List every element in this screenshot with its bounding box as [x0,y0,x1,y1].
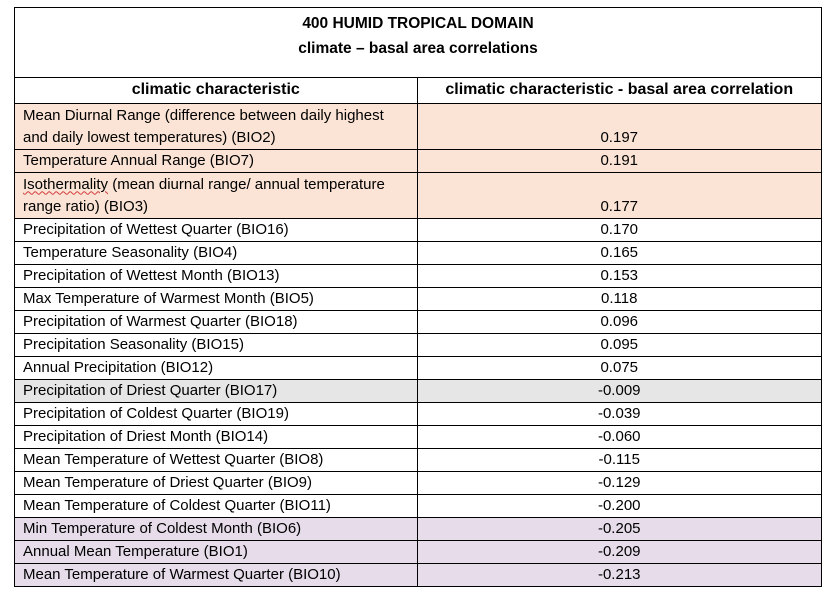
correlation-cell: -0.115 [416,447,821,472]
spellcheck-underlined-word: Isothermality [23,175,109,193]
characteristic-cell: Temperature Annual Range (BIO7) [15,148,418,173]
correlation-cell: -0.039 [416,401,821,426]
table-row: Precipitation Seasonality (BIO15) 0.095 [15,332,821,357]
table-row: Min Temperature of Coldest Month (BIO6) … [15,516,821,541]
characteristic-cell: Precipitation of Warmest Quarter (BIO18) [15,309,418,334]
characteristic-cell: Precipitation of Driest Quarter (BIO17) [15,378,418,403]
correlation-cell: -0.209 [416,539,821,564]
table-row: Mean Temperature of Coldest Quarter (BIO… [15,493,821,518]
characteristic-cell: Annual Precipitation (BIO12) [15,355,418,380]
correlation-cell: 0.153 [416,263,821,288]
table-row: Max Temperature of Warmest Month (BIO5) … [15,286,821,311]
characteristic-cell: Precipitation of Wettest Month (BIO13) [15,263,418,288]
table-row: Annual Precipitation (BIO12) 0.075 [15,355,821,380]
table-subtitle: climate – basal area correlations [298,40,538,57]
table-row: Precipitation of Driest Month (BIO14) -0… [15,424,821,449]
characteristic-cell: Precipitation of Coldest Quarter (BIO19) [15,401,418,426]
characteristic-cell: Mean Temperature of Coldest Quarter (BIO… [15,493,418,518]
characteristic-cell: Min Temperature of Coldest Month (BIO6) [15,516,418,541]
table-row: Temperature Annual Range (BIO7) 0.191 [15,148,821,173]
correlation-cell: 0.096 [416,309,821,334]
correlation-table-frame: 400 HUMID TROPICAL DOMAIN climate – basa… [14,7,822,587]
column-header-characteristic: climatic characteristic [15,78,418,104]
table-row: Mean Temperature of Driest Quarter (BIO9… [15,470,821,495]
correlation-cell: 0.170 [416,217,821,242]
characteristic-cell: Mean Temperature of Wettest Quarter (BIO… [15,447,418,472]
table-row: Isothermality (mean diurnal range/ annua… [15,171,821,219]
correlation-cell: 0.165 [416,240,821,265]
characteristic-cell: Annual Mean Temperature (BIO1) [15,539,418,564]
header-row: climatic characteristic climatic charact… [15,78,821,104]
column-header-correlation: climatic characteristic - basal area cor… [416,78,821,104]
correlation-cell: 0.118 [416,286,821,311]
correlation-cell: -0.213 [416,562,821,586]
correlation-cell: -0.200 [416,493,821,518]
table-row: Mean Diurnal Range (difference between d… [15,102,821,150]
table-row: Annual Mean Temperature (BIO1) -0.209 [15,539,821,564]
characteristic-cell: Max Temperature of Warmest Month (BIO5) [15,286,418,311]
characteristic-cell: Isothermality (mean diurnal range/ annua… [15,171,418,219]
correlation-table: climatic characteristic climatic charact… [15,78,821,586]
table-row: Precipitation of Warmest Quarter (BIO18)… [15,309,821,334]
table-row: Precipitation of Wettest Month (BIO13) 0… [15,263,821,288]
table-row: Temperature Seasonality (BIO4) 0.165 [15,240,821,265]
correlation-cell: -0.060 [416,424,821,449]
correlation-cell: 0.095 [416,332,821,357]
correlation-cell: -0.009 [416,378,821,403]
correlation-cell: -0.129 [416,470,821,495]
table-row: Mean Temperature of Warmest Quarter (BIO… [15,562,821,586]
characteristic-cell: Temperature Seasonality (BIO4) [15,240,418,265]
table-row: Precipitation of Wettest Quarter (BIO16)… [15,217,821,242]
correlation-cell: 0.191 [416,148,821,173]
characteristic-cell: Mean Temperature of Warmest Quarter (BIO… [15,562,418,586]
characteristic-text: (mean diurnal range/ annual temperature … [23,175,385,215]
correlation-cell: 0.177 [416,171,821,219]
table-row: Precipitation of Driest Quarter (BIO17) … [15,378,821,403]
table-title-box: 400 HUMID TROPICAL DOMAIN climate – basa… [15,8,821,78]
table-title: 400 HUMID TROPICAL DOMAIN [302,15,534,32]
characteristic-cell: Precipitation of Driest Month (BIO14) [15,424,418,449]
characteristic-cell: Mean Temperature of Driest Quarter (BIO9… [15,470,418,495]
table-row: Precipitation of Coldest Quarter (BIO19)… [15,401,821,426]
table-row: Mean Temperature of Wettest Quarter (BIO… [15,447,821,472]
characteristic-cell: Mean Diurnal Range (difference between d… [15,102,418,150]
correlation-cell: 0.075 [416,355,821,380]
characteristic-cell: Precipitation Seasonality (BIO15) [15,332,418,357]
correlation-cell: 0.197 [416,102,821,150]
correlation-cell: -0.205 [416,516,821,541]
characteristic-cell: Precipitation of Wettest Quarter (BIO16) [15,217,418,242]
